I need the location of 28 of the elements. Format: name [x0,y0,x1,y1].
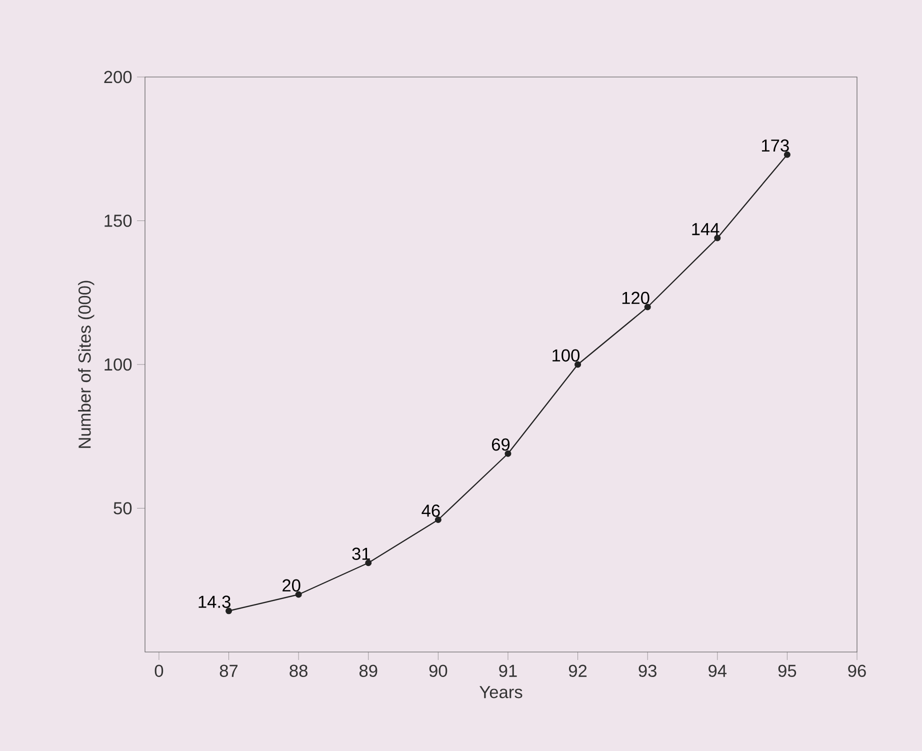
x-tick-label: 96 [848,664,866,677]
data-label: 14.3 [198,596,230,608]
point [365,560,372,566]
x-axis-title: Years [480,686,522,698]
data-label: 69 [492,438,510,451]
data-label: 31 [352,548,370,560]
x-tick-label: 91 [499,664,517,677]
x-tick-label: 90 [429,664,448,677]
x-tick-label: 87 [220,664,238,677]
x-tick-label: 89 [359,664,378,677]
data-label: 120 [622,292,650,304]
data-label: 173 [762,139,789,152]
data-label: 144 [692,223,720,236]
x-tick-label: 93 [638,664,656,677]
y-tick-label: 50 [114,502,132,514]
y-tick-label: 100 [104,358,132,371]
y-axis-title: Number of Sites (000) [78,280,94,448]
data-label: 46 [422,504,440,517]
data-label: 20 [282,579,300,592]
x-tick-label: 94 [708,664,727,677]
y-tick-label: 200 [104,70,132,84]
data-label: 100 [552,349,580,362]
x-tick-label: 0 [154,664,164,677]
x-tick-label: 88 [290,664,308,677]
x-tick-label: 92 [568,664,587,677]
x-tick-label: 95 [778,664,796,677]
point [226,608,232,614]
y-tick-label: 150 [104,214,132,227]
